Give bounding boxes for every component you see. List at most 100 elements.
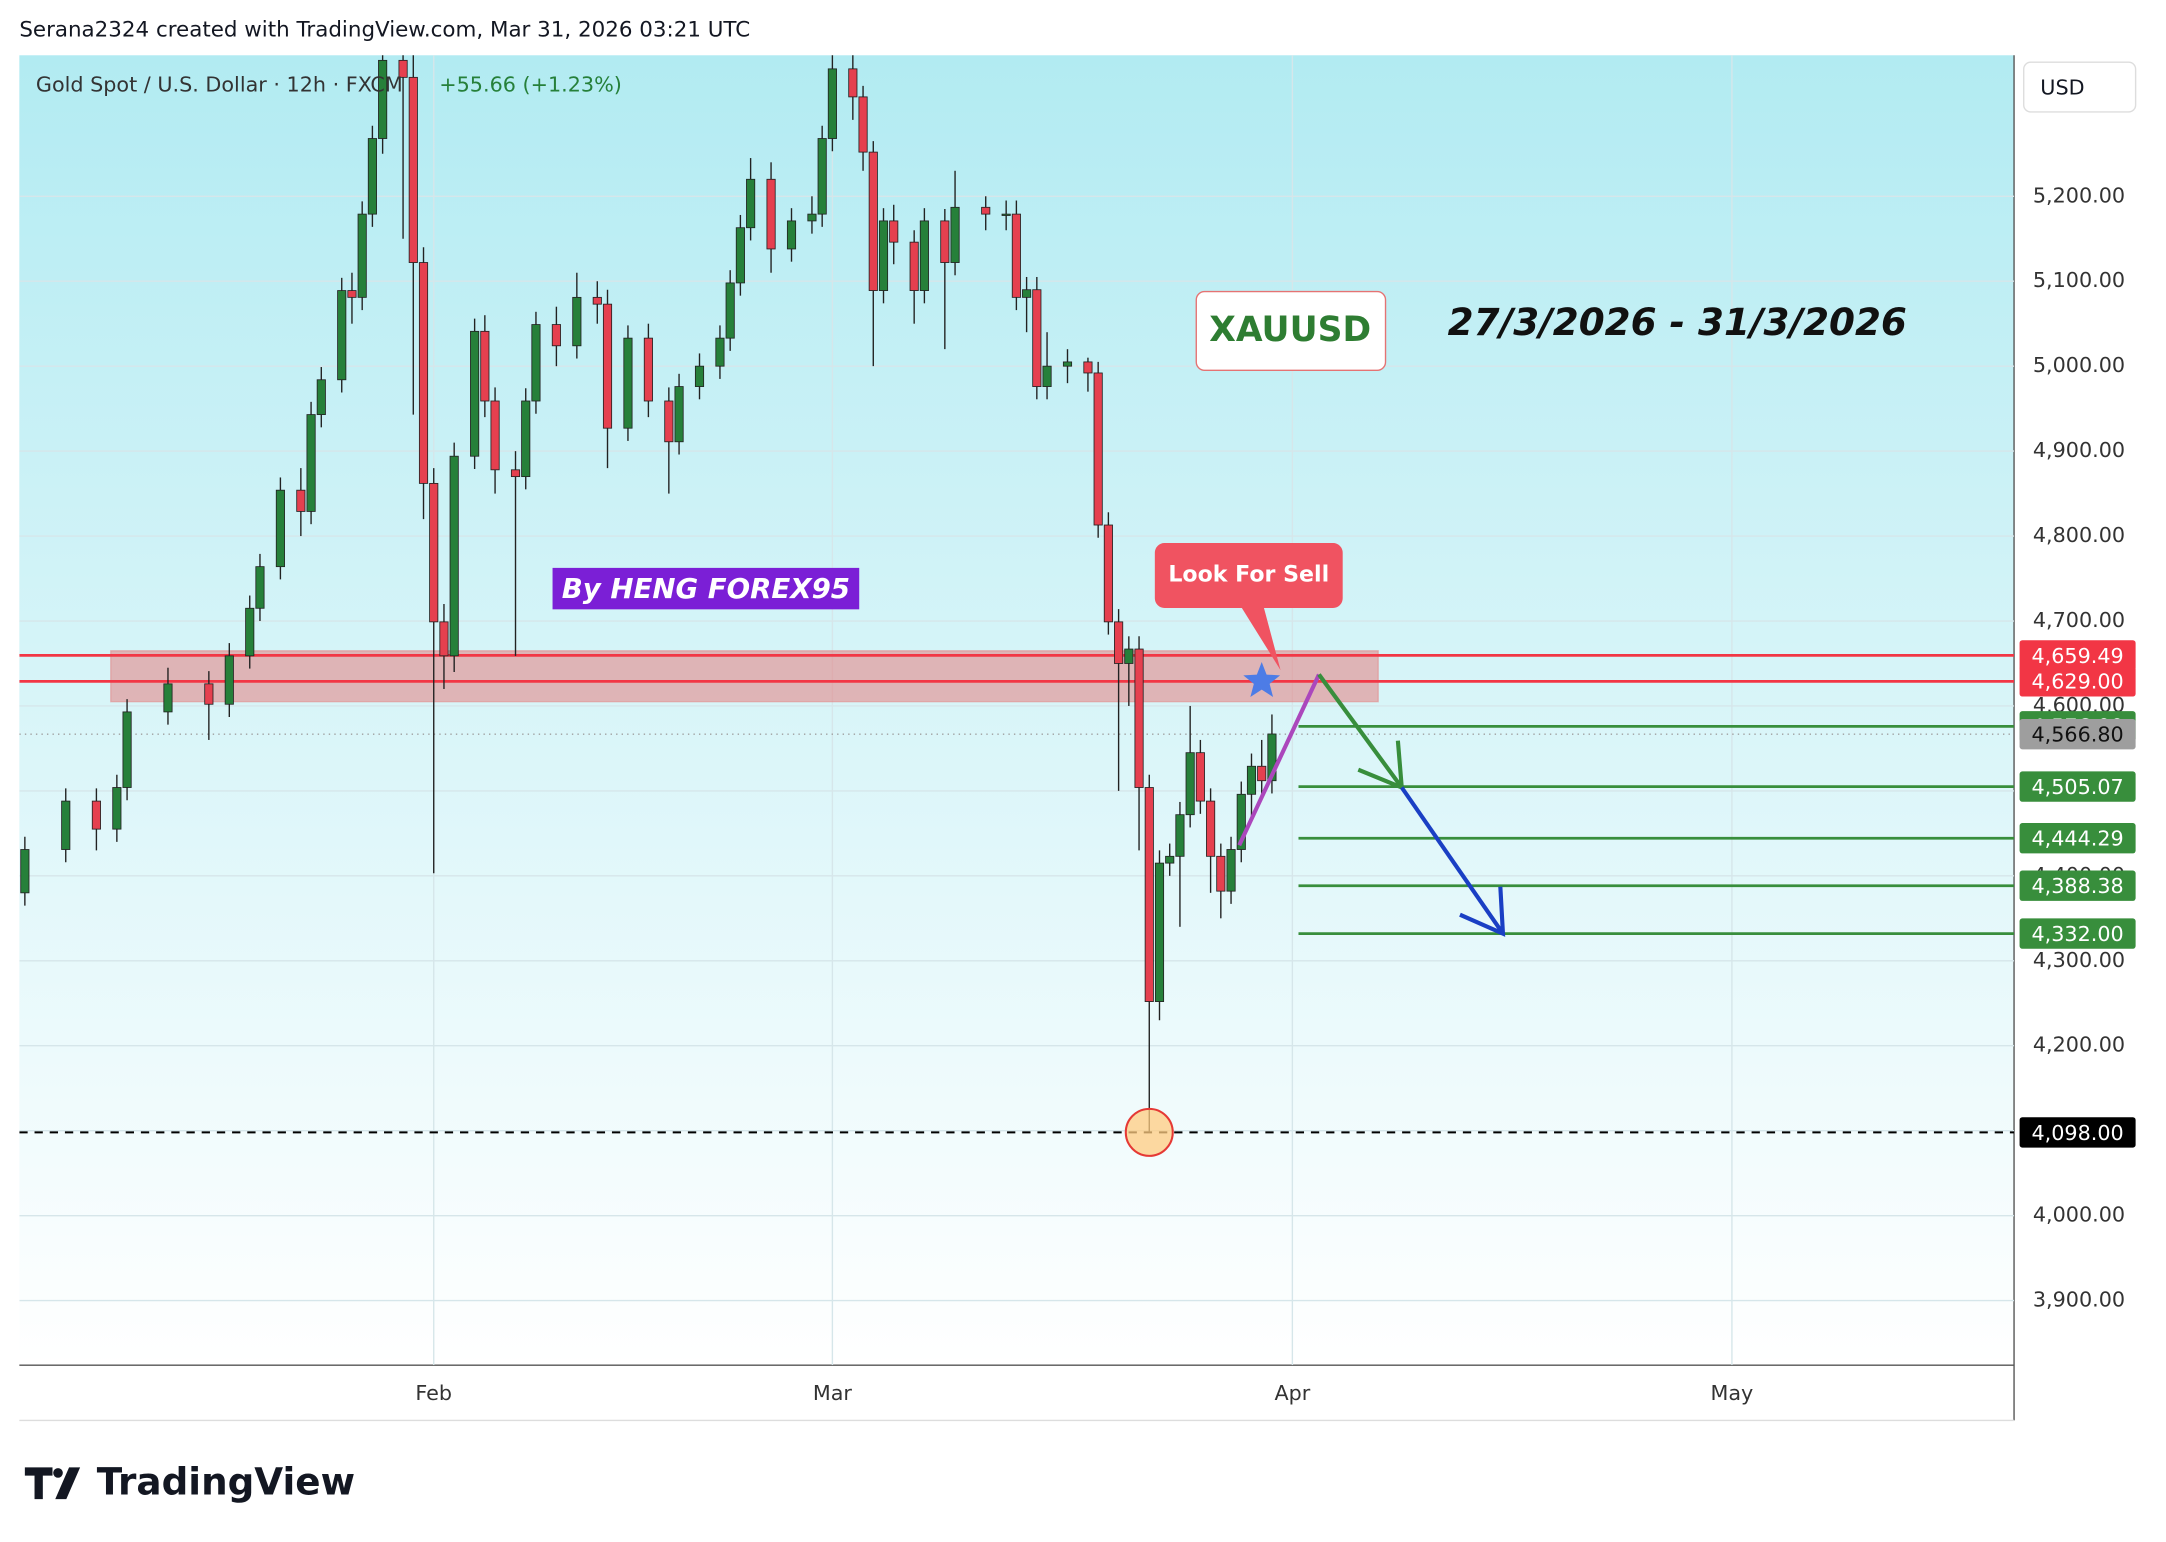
candle-body [786,220,797,250]
candle-body [367,138,377,215]
candle-body [1165,855,1175,864]
candle-body [1083,361,1093,374]
y-tick-label: 4,200.00 [2033,1033,2125,1057]
candle-body [398,59,408,78]
candle-body [1103,524,1113,623]
y-tick-label: 5,000.00 [2033,353,2125,377]
y-tick-label: 3,900.00 [2033,1288,2125,1312]
candle-body [91,800,101,830]
candle-body [224,655,234,705]
candle-body [827,68,837,139]
candle-body [674,386,684,443]
projection-segment [1237,673,1321,847]
price-label: 4,444.29 [2031,827,2123,851]
y-tick-label: 5,100.00 [2033,268,2125,292]
plot-layer [19,55,2015,1366]
candle-body [449,455,459,657]
candle-body [889,220,899,243]
candle-body [357,213,367,298]
candle-body [1011,213,1021,298]
signal-bubble [1154,543,1343,671]
candle-body [1195,752,1205,802]
candle-body [1216,855,1226,892]
projection-segment [1317,673,1404,789]
date-range: 27/3/2026 - 31/3/2026 [1448,300,1907,344]
candle-body [1062,361,1073,367]
candle-body [1124,648,1134,664]
candle-body [296,489,306,512]
candle-body [245,607,255,657]
logo: TradingView [24,1459,355,1503]
logo-text: TradingView [97,1459,355,1503]
candle-body [981,206,991,215]
candle-body [255,566,265,609]
candle-body [909,241,919,291]
candle-body [868,151,878,291]
candle-body [20,849,30,894]
candle-body [1175,814,1185,857]
candle-body [878,220,889,291]
y-tick-label: 4,300.00 [2033,948,2125,972]
candle-body [521,400,531,478]
candle-body [572,296,582,347]
price-label-box [2019,771,2136,802]
x-tick-label: Apr [1274,1381,1310,1405]
candle-body [112,787,122,830]
legend-change: +55.66 (+1.23%) [439,73,622,97]
candle-body [1022,289,1032,298]
projection-segment [1400,786,1505,935]
symbol-box [1195,290,1387,371]
price-label-box [2019,640,2136,671]
y-tick-label: 4,700.00 [2033,608,2125,632]
candle-body [664,400,674,443]
candle-body [725,282,735,339]
candle-body [1185,752,1195,816]
candle-body [1154,862,1165,1002]
candle-body [940,220,950,263]
price-label-box [2019,718,2136,750]
candle-body [817,138,827,215]
low-marker [1124,1107,1174,1157]
candle-body [746,178,756,229]
y-tick-label: 5,200.00 [2033,183,2125,207]
candle-body [1001,213,1011,216]
candle-body [1032,289,1042,387]
chart: 3,900.004,000.004,100.004,200.004,300.00… [19,55,2137,1405]
candle-body [337,290,347,381]
candle-body [623,337,633,429]
price-label: 4,332.00 [2031,922,2123,946]
candle-body [306,414,316,512]
candle-body [735,227,745,284]
candle-body [551,324,561,347]
candle-body [1267,733,1277,782]
candle-body [163,683,173,713]
signal-label: Look For Sell [1168,561,1329,587]
candle-body [480,330,490,402]
candle-body [919,220,929,291]
author-box [552,567,860,610]
price-label-box [2019,666,2136,697]
star-marker [1243,661,1281,697]
candle-body [531,324,541,402]
price-label: 4,566.80 [2031,723,2123,747]
candle-body [347,290,357,298]
candle-body [848,68,858,98]
x-tick-label: May [1711,1381,1754,1405]
x-tick-label: Feb [415,1381,452,1405]
candle-body [408,76,418,263]
logo-dot [53,1468,63,1478]
candle-body [378,59,388,139]
candle-body [1236,793,1246,850]
price-label-box [2019,823,2136,854]
price-label: 4,098.00 [2031,1121,2123,1145]
candle-body [602,303,613,429]
author-label: By HENG FOREX95 [562,572,850,605]
y-tick-label: 4,000.00 [2033,1203,2125,1227]
candle-body [1206,800,1216,857]
currency-box [2023,61,2137,113]
candle-body [1042,365,1052,387]
candle-body [694,365,705,387]
candle-body [1226,849,1236,892]
candle-body [715,337,725,367]
